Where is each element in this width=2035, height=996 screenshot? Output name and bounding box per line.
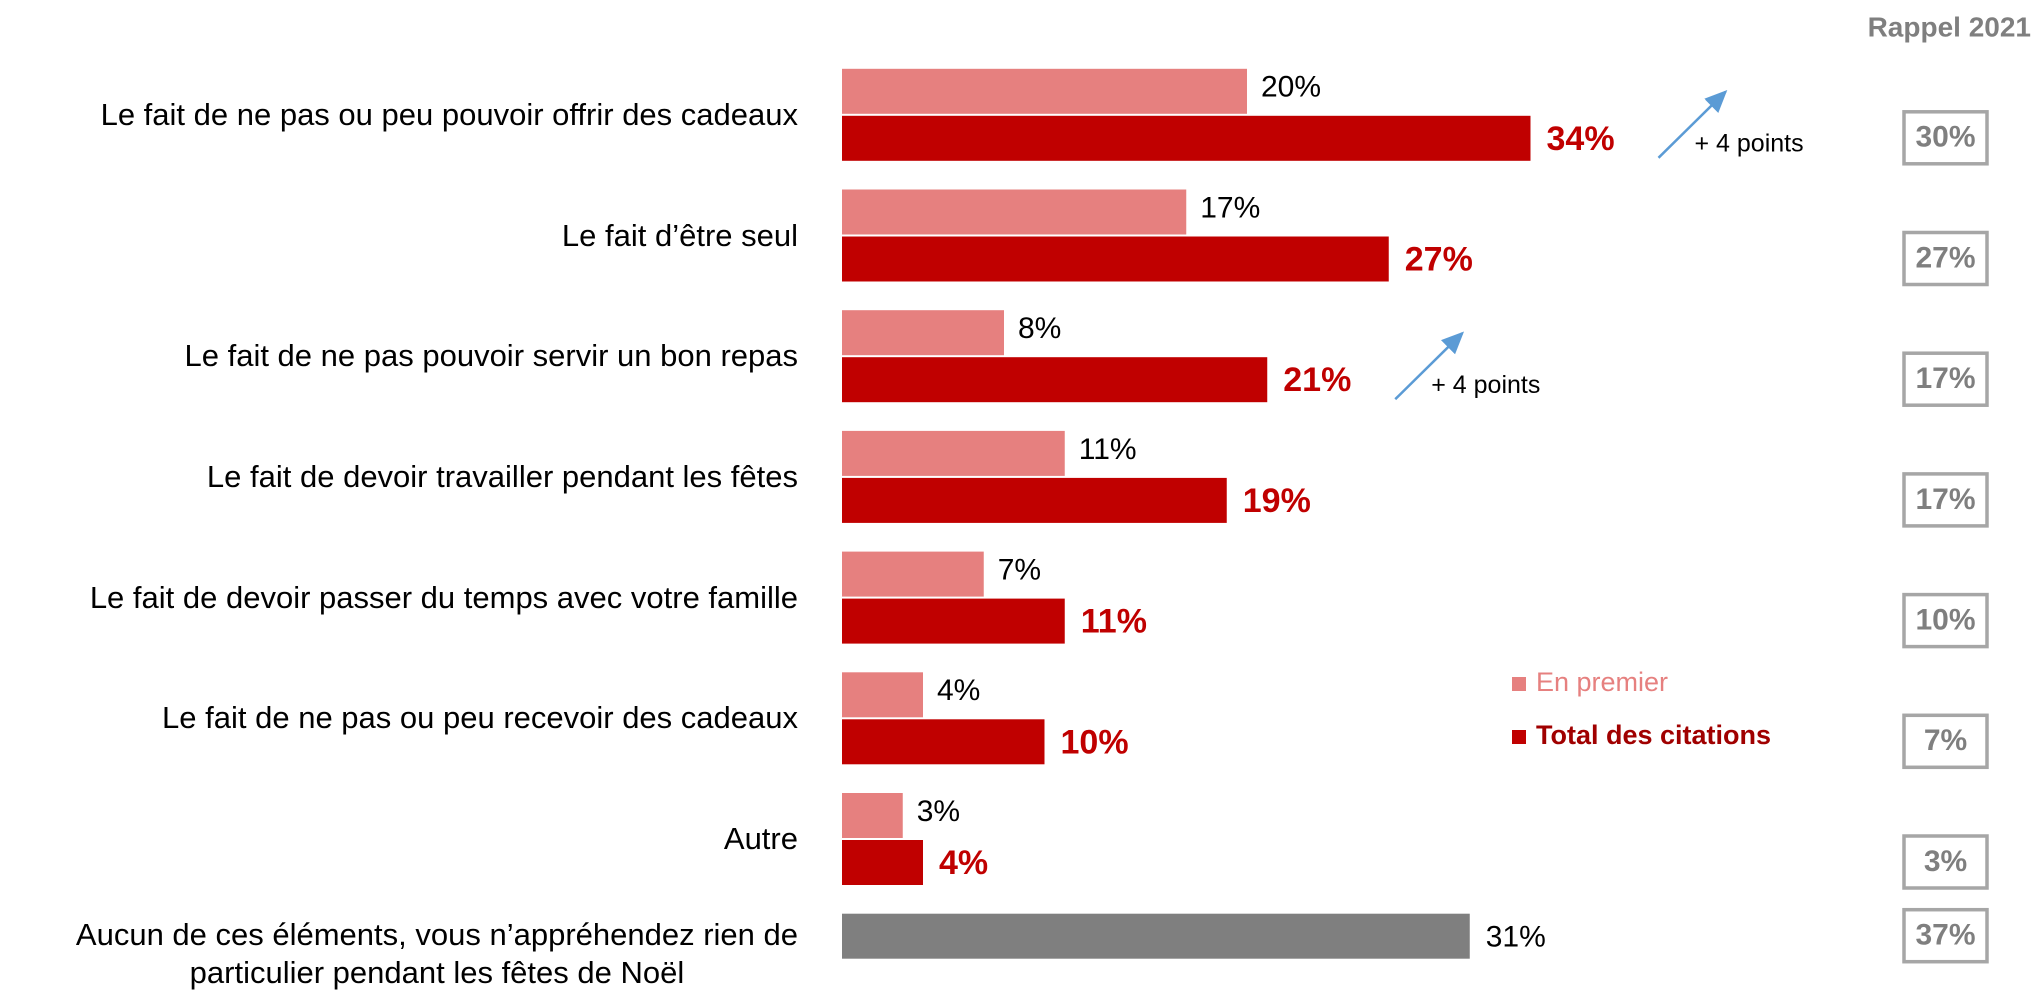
legend-swatch [1512, 730, 1526, 744]
reference-label: 10% [1915, 604, 1975, 637]
reference-label: 17% [1915, 362, 1975, 395]
trend-arrow [1657, 90, 1728, 159]
reference-box [1902, 472, 1989, 528]
reference-box [1902, 592, 1989, 649]
reference-title: Rappel 2021 [1868, 11, 2031, 42]
category-label: Le fait d’être seul [561, 217, 798, 253]
reference-label: 30% [1915, 121, 1975, 154]
value-label: 21% [1283, 361, 1351, 399]
reference-label: 37% [1915, 919, 1975, 952]
reference-label: 27% [1915, 241, 1975, 274]
value-label: 19% [1243, 482, 1311, 520]
bar [842, 551, 984, 597]
value-label: 11% [1081, 603, 1147, 641]
value-label: 11% [1079, 433, 1137, 466]
trend-arrow [1394, 331, 1465, 401]
reference-box [1902, 230, 1989, 287]
reference-box [1902, 713, 1989, 770]
reference-box [1902, 351, 1989, 407]
bar [842, 840, 923, 885]
bar [842, 357, 1268, 403]
category-label: Le fait de devoir travailler pendant les… [206, 458, 798, 494]
bar [842, 793, 903, 838]
value-label: 34% [1547, 120, 1615, 158]
bar [842, 598, 1065, 644]
bar [842, 115, 1531, 161]
annotation: + 4 points [1695, 129, 1804, 157]
reference-box [1902, 834, 1989, 890]
category-label: Le fait de ne pas ou peu recevoir des ca… [162, 700, 798, 736]
category-label: Le fait de ne pas ou peu pouvoir offrir … [100, 96, 798, 132]
category-label: Le fait de ne pas pouvoir servir un bon … [184, 338, 799, 374]
bar [842, 68, 1247, 114]
value-label: 27% [1405, 240, 1473, 278]
value-label: 4% [937, 674, 980, 707]
bar [842, 189, 1187, 235]
category-label: Autre [723, 821, 798, 856]
legend-label: En premier [1536, 667, 1668, 697]
legend-swatch [1512, 677, 1526, 691]
value-label: 4% [939, 844, 988, 882]
value-label: 10% [1061, 723, 1129, 761]
value-label: 3% [917, 795, 960, 828]
bar [842, 719, 1045, 765]
category-label: Le fait de devoir passer du temps avec v… [89, 579, 798, 615]
value-label: 17% [1200, 191, 1260, 224]
category-label: Aucun de ces éléments, vous n’appréhende… [75, 916, 798, 990]
value-label: 7% [998, 554, 1041, 587]
bar [842, 430, 1065, 476]
legend-label: Total des citations [1536, 720, 1771, 750]
bar [842, 477, 1227, 523]
value-label: 20% [1261, 71, 1321, 104]
bar [842, 310, 1004, 356]
value-label: 31% [1486, 921, 1546, 954]
bar [842, 672, 923, 718]
reference-label: 7% [1924, 724, 1967, 757]
reference-box [1902, 110, 1989, 166]
bar [842, 236, 1389, 282]
reference-label: 17% [1915, 483, 1975, 516]
reference-box [1902, 907, 1989, 964]
annotation: + 4 points [1431, 371, 1540, 399]
bar [842, 913, 1470, 959]
value-label: 8% [1018, 312, 1061, 345]
reference-label: 3% [1924, 845, 1967, 878]
